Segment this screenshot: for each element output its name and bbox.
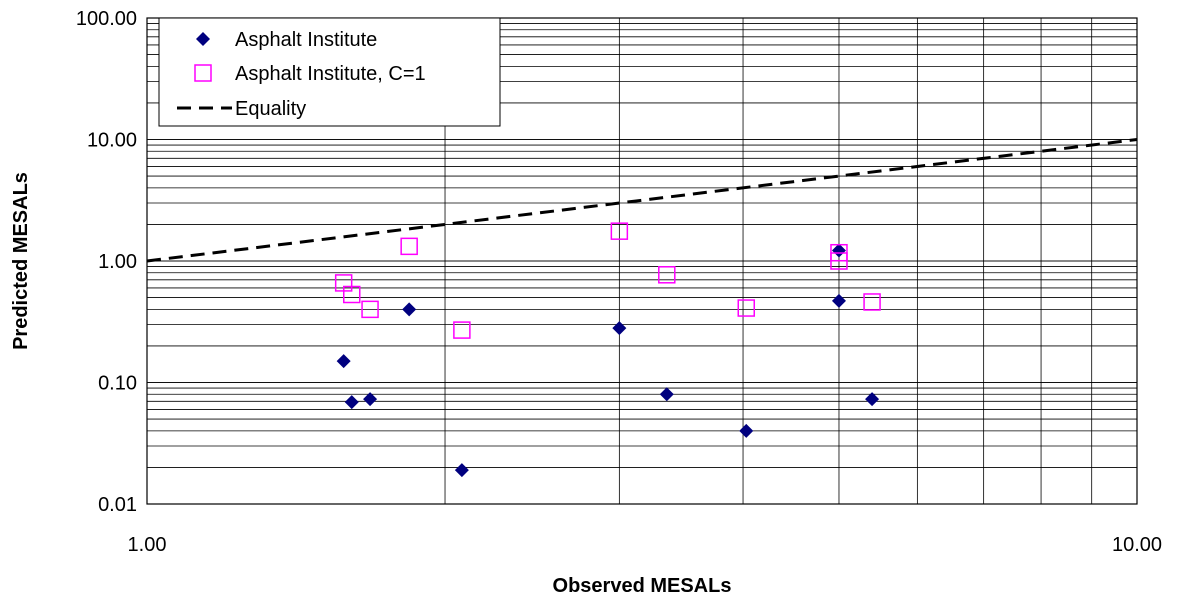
plot-border xyxy=(146,17,1138,505)
equality-line-layer xyxy=(146,138,1138,263)
square-point xyxy=(453,321,471,339)
diamond-point xyxy=(454,463,469,478)
y-tick-label: 1.00 xyxy=(98,251,137,273)
legend-item-asphalt-institute: Asphalt Institute xyxy=(196,29,377,51)
legend-item-equality: Equality xyxy=(177,98,306,120)
x-tick-label: 1.00 xyxy=(128,534,167,556)
y-tick-label: 0.10 xyxy=(98,373,137,395)
square-point xyxy=(737,299,756,317)
diamond-point xyxy=(612,321,627,336)
y-axis-title: Predicted MESALs xyxy=(10,172,32,350)
y-tick-label: 100.00 xyxy=(76,8,137,30)
square-point xyxy=(400,237,418,256)
square-point xyxy=(343,285,361,304)
x-axis-title: Observed MESALs xyxy=(553,575,732,597)
legend-label-asphalt-institute-c1: Asphalt Institute, C=1 xyxy=(235,63,426,85)
y-tick-label: 10.00 xyxy=(87,130,137,152)
diamond-point xyxy=(344,395,359,410)
square-point xyxy=(610,222,629,240)
square-point xyxy=(830,252,848,270)
diamond-point xyxy=(831,243,846,258)
diamond-point xyxy=(363,392,378,407)
x-tick-labels: 1.00 10.00 xyxy=(128,534,1163,556)
legend-item-asphalt-institute-c1: Asphalt Institute, C=1 xyxy=(194,63,426,85)
square-point xyxy=(361,300,379,319)
legend-label-equality: Equality xyxy=(235,98,306,120)
legend: Asphalt Institute Asphalt Institute, C=1… xyxy=(158,17,501,127)
gridlines xyxy=(147,17,1137,504)
diamond-point xyxy=(402,302,417,317)
diamond-point xyxy=(659,387,674,402)
markers-layer xyxy=(334,222,881,478)
square-point xyxy=(863,293,881,311)
diamond-point xyxy=(739,423,754,438)
diamond-point xyxy=(831,293,846,308)
diamond-point xyxy=(865,392,880,407)
square-point xyxy=(658,266,676,284)
diamond-point xyxy=(336,354,351,369)
legend-diamond-marker xyxy=(196,32,210,46)
legend-label-asphalt-institute: Asphalt Institute xyxy=(235,29,377,51)
y-tick-labels: 0.01 0.10 1.00 10.00 100.00 xyxy=(76,8,137,516)
y-tick-label: 0.01 xyxy=(98,494,137,516)
x-tick-label: 10.00 xyxy=(1112,534,1162,556)
legend-box xyxy=(158,17,501,127)
equality-line xyxy=(146,138,1138,263)
legend-square-marker xyxy=(194,64,212,82)
